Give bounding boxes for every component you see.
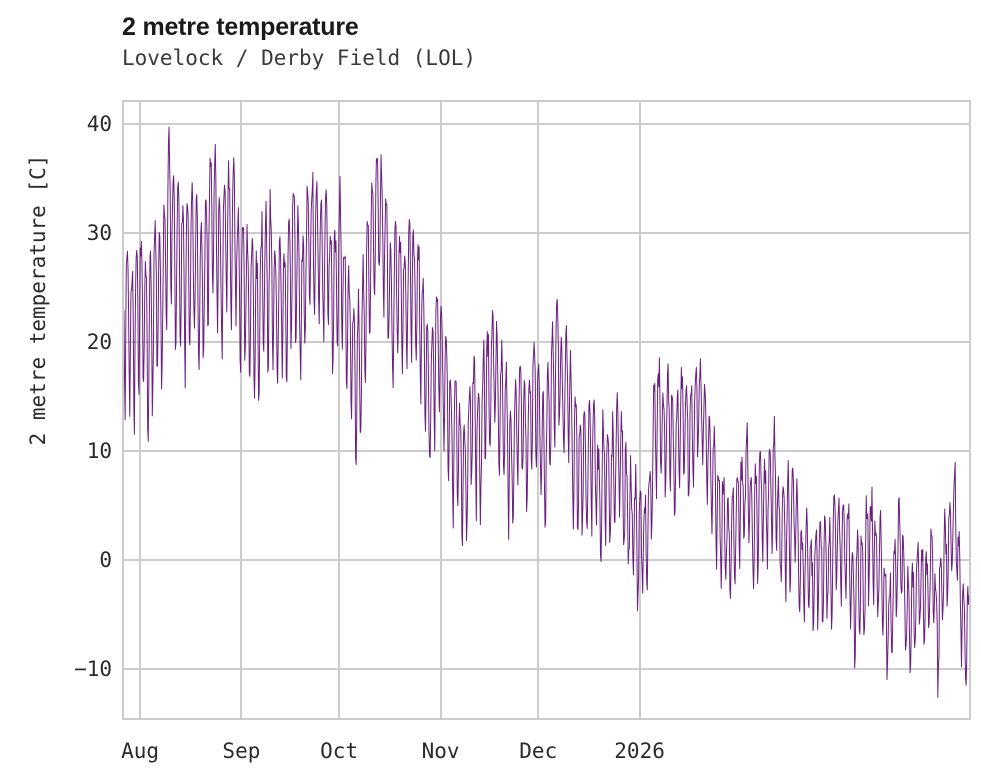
title-block: 2 metre temperature Lovelock / Derby Fie… xyxy=(122,12,942,72)
chart-subtitle: Lovelock / Derby Field (LOL) xyxy=(122,46,477,70)
y-tick-label: 30 xyxy=(86,220,112,245)
x-tick-label: 2026 xyxy=(614,739,665,763)
gridline-horizontal xyxy=(124,667,969,670)
y-tick-label: 20 xyxy=(86,329,112,354)
x-tick-label: Oct xyxy=(320,739,359,763)
gridline-horizontal xyxy=(124,231,969,234)
x-tick-label: Dec xyxy=(519,739,558,763)
y-tick-label: 0 xyxy=(99,547,112,572)
gridline-horizontal xyxy=(124,558,969,561)
plot-inner xyxy=(124,102,969,718)
gridline-vertical xyxy=(537,102,540,718)
page-title: 2 metre temperature xyxy=(122,13,359,41)
x-tick-label: Sep xyxy=(222,739,261,763)
y-tick-label: −10 xyxy=(74,656,112,681)
temperature-series-line xyxy=(124,126,969,698)
y-tick-label: 10 xyxy=(86,438,112,463)
plot-area xyxy=(122,100,971,720)
gridline-vertical xyxy=(338,102,341,718)
gridline-horizontal xyxy=(124,122,969,125)
gridline-vertical xyxy=(638,102,641,718)
y-tick-label: 40 xyxy=(86,111,112,136)
series-layer xyxy=(124,126,969,698)
gridline-vertical xyxy=(439,102,442,718)
gridline-vertical xyxy=(240,102,243,718)
x-tick-label: Aug xyxy=(121,739,160,763)
gridline-horizontal xyxy=(124,340,969,343)
y-axis-label: 2 metre temperature [C] xyxy=(26,154,50,446)
gridline-vertical xyxy=(139,102,142,718)
x-tick-label: Nov xyxy=(421,739,460,763)
